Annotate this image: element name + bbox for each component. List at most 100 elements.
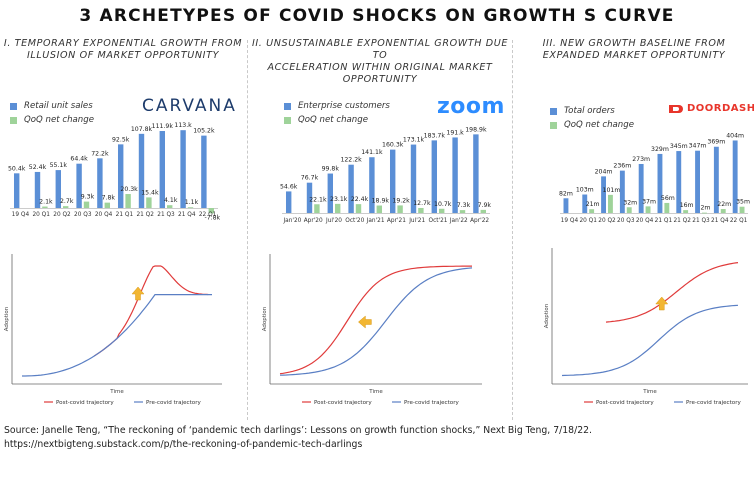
- qoq-bar: [167, 205, 173, 208]
- category-tick-label: 20 Q4: [636, 218, 654, 224]
- legend: Enterprise customers QoQ net change: [284, 99, 390, 127]
- category-tick-label: 20 Q1: [32, 212, 50, 218]
- qoq-value-label: 7.9k: [478, 202, 492, 209]
- bar: [306, 182, 313, 213]
- category-tick-label: 19 Q4: [561, 218, 579, 224]
- bar: [13, 173, 20, 208]
- bar-value-label: 369m: [707, 139, 725, 146]
- bar-value-label: 273m: [632, 156, 650, 163]
- bar: [34, 171, 41, 208]
- bar-value-label: 141.1k: [361, 149, 383, 156]
- qoq-value-label: 21m: [586, 201, 600, 208]
- panel-divider: [512, 40, 513, 420]
- bar-value-label: 204m: [595, 168, 613, 175]
- qoq-bar: [335, 203, 341, 213]
- qoq-value-label: 7.3k: [457, 202, 471, 209]
- qoq-bar: [439, 208, 445, 213]
- legend: Total orders QoQ net change: [550, 104, 634, 132]
- qoq-bar: [42, 206, 48, 208]
- qoq-bar: [418, 207, 424, 213]
- qoq-value-label: 9.3k: [81, 194, 95, 201]
- qoq-value-label: -7.8k: [204, 214, 220, 221]
- x-axis-label: Time: [642, 389, 657, 395]
- legend-pre-label: Pre-covid trajectory: [404, 400, 460, 406]
- bar-value-label: 173.1k: [403, 137, 425, 144]
- post-covid-curve: [605, 262, 739, 323]
- y-axis-label: Adoption: [262, 306, 268, 331]
- category-tick-label: Jul'20: [325, 218, 342, 224]
- qoq-value-label: 35m: [736, 199, 750, 206]
- qoq-bar: [720, 209, 726, 213]
- qoq-value-label: 1.1k: [185, 199, 199, 206]
- bar-value-label: 55.1k: [50, 162, 68, 169]
- bar-value-label: 99.8k: [322, 166, 340, 173]
- legend-qoq: QoQ net change: [550, 118, 634, 132]
- qoq-value-label: 32m: [623, 199, 637, 206]
- bar: [619, 170, 625, 213]
- category-tick-label: Jan'21: [366, 218, 385, 224]
- bar-value-label: 404m: [726, 132, 744, 139]
- bar-value-label: 191.k: [446, 129, 464, 136]
- bar: [180, 130, 186, 208]
- qoq-bar: [376, 205, 383, 213]
- qoq-bar: [397, 205, 403, 213]
- category-tick-label: Oct'21: [429, 218, 448, 224]
- bar-value-label: 82m: [559, 190, 573, 197]
- page-title: 3 ARCHETYPES OF COVID SHOCKS ON GROWTH S…: [79, 6, 675, 26]
- bar: [201, 135, 207, 208]
- category-tick-label: 20 Q3: [617, 218, 635, 224]
- legend-bar: Total orders: [550, 104, 634, 118]
- qoq-value-label: 23.1k: [330, 196, 348, 203]
- panel-zoom: II. UNSUSTAINABLE EXPONENTIAL GROWTH DUE…: [249, 34, 511, 424]
- qoq-bar: [355, 204, 362, 213]
- qoq-value-label: 22m: [717, 201, 731, 208]
- bar-value-label: 107.8k: [131, 126, 153, 133]
- category-tick-label: Apr'21: [387, 218, 406, 224]
- bar: [713, 146, 719, 213]
- bar-value-label: 347m: [689, 143, 707, 150]
- qoq-value-label: 7.8k: [102, 195, 116, 202]
- y-axis-label: Adoption: [544, 303, 550, 328]
- qoq-bar: [664, 202, 670, 213]
- bar-value-label: 72.2k: [91, 150, 109, 157]
- bar: [389, 149, 396, 213]
- qoq-value-label: 22.4k: [351, 196, 369, 203]
- source-note: Source: Janelle Teng, “The reckoning of …: [4, 424, 592, 452]
- bar-value-label: 345m: [670, 143, 688, 150]
- x-axis-label: Time: [368, 389, 383, 395]
- bar: [159, 131, 165, 208]
- carvana-logo: CARVANA: [142, 96, 237, 116]
- x-axis-label: Time: [109, 389, 124, 395]
- bar: [732, 140, 738, 213]
- qoq-bar: [459, 210, 466, 213]
- category-tick-label: 20 Q3: [74, 212, 92, 218]
- bar: [97, 158, 103, 208]
- qoq-value-label: 101m: [603, 187, 621, 194]
- bar-value-label: 54.6k: [280, 183, 298, 190]
- qoq-value-label: 4.1k: [164, 197, 178, 204]
- category-tick-label: Jan'20: [282, 218, 301, 224]
- category-tick-label: Jan'22: [449, 218, 468, 224]
- category-tick-label: 21 Q4: [711, 218, 729, 224]
- qoq-value-label: 2.1k: [39, 199, 53, 206]
- category-tick-label: 21 Q2: [673, 218, 691, 224]
- post-covid-curve: [279, 265, 472, 375]
- bar-value-label: 64.4k: [70, 156, 88, 163]
- category-tick-label: 21 Q1: [655, 218, 673, 224]
- source-url[interactable]: https://nextbigteng.substack.com/p/the-r…: [4, 439, 363, 450]
- source-citation: Source: Janelle Teng, “The reckoning of …: [4, 425, 592, 436]
- legend-bar: Enterprise customers: [284, 99, 390, 113]
- qoq-value-label: 19.2k: [392, 197, 410, 204]
- category-tick-label: 21 Q1: [116, 212, 134, 218]
- legend-post-label: Post-covid trajectory: [56, 400, 114, 406]
- category-tick-label: 21 Q2: [136, 212, 154, 218]
- bar: [473, 134, 479, 213]
- zoom-logo: zoom: [437, 94, 505, 119]
- qoq-value-label: 22.1k: [309, 196, 327, 203]
- category-tick-label: Apr'22: [470, 218, 489, 224]
- qoq-bar: [187, 207, 194, 209]
- qoq-value-label: 56m: [661, 195, 675, 202]
- charts-layer: 50.4k 19 Q4 52.4k 2.1k 20 Q1 55.1k 2.7k 20 Q2 64…: [4, 122, 750, 406]
- shift-arrow-icon: [358, 315, 372, 329]
- bar-value-label: 105.2k: [193, 128, 215, 135]
